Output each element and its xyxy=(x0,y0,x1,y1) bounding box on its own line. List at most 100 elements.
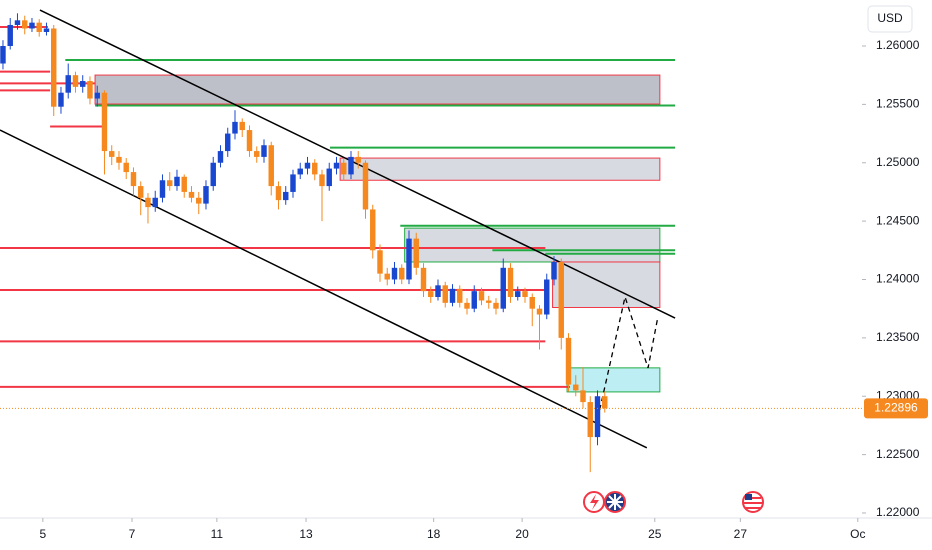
y-tick-label: 1.22500 xyxy=(876,447,920,461)
candle-body xyxy=(174,176,180,187)
candle-body xyxy=(544,279,550,315)
candle-body xyxy=(116,156,122,163)
candle-body xyxy=(312,162,318,175)
candle-body xyxy=(203,186,209,204)
candle-body xyxy=(225,133,231,152)
candle-body xyxy=(435,285,441,298)
candle-body xyxy=(65,75,71,93)
candle-body xyxy=(254,151,260,157)
candle-body xyxy=(326,168,332,187)
candle-body xyxy=(87,81,93,99)
candle-body xyxy=(558,261,564,338)
candle-body xyxy=(362,162,369,210)
x-tick-label: 27 xyxy=(734,527,748,541)
candle-body xyxy=(594,396,601,438)
candle-body xyxy=(297,168,303,175)
x-tick-label: 20 xyxy=(515,527,529,541)
candle-body xyxy=(0,45,6,64)
candle-body xyxy=(529,297,535,309)
currency-button[interactable] xyxy=(867,5,913,33)
candle-body xyxy=(145,197,151,208)
lightning xyxy=(590,494,599,510)
x-tick-label: 11 xyxy=(211,527,224,541)
candle-body xyxy=(580,390,586,403)
candle-body xyxy=(159,180,166,198)
candle-body xyxy=(152,197,158,208)
candle-body xyxy=(355,156,361,163)
candle-body xyxy=(167,180,173,187)
x-tick-label: 5 xyxy=(40,527,47,541)
candle-body xyxy=(123,162,129,173)
candle-body xyxy=(573,384,579,391)
candle-body xyxy=(507,267,514,298)
candle-body xyxy=(58,92,64,107)
candle-body xyxy=(602,396,608,409)
x-tick-label: 13 xyxy=(299,527,313,541)
event-icons xyxy=(583,491,764,513)
candle-body xyxy=(565,337,572,385)
flag-canton xyxy=(745,494,752,500)
candle-body xyxy=(246,130,253,152)
candle-body xyxy=(188,191,195,198)
x-tick-label: Oc xyxy=(850,527,865,541)
candle-body xyxy=(101,92,108,152)
candle-body xyxy=(551,261,557,280)
candle-body xyxy=(239,121,245,131)
candle-body xyxy=(428,291,434,298)
candle-body xyxy=(391,267,398,280)
candle-body xyxy=(399,267,405,280)
candle-body xyxy=(515,291,521,298)
candle-body xyxy=(377,250,383,274)
candle-body xyxy=(109,151,115,157)
candle-body xyxy=(457,288,463,303)
x-tick-label: 7 xyxy=(129,527,136,541)
candle-body xyxy=(304,162,311,169)
candle-body xyxy=(319,174,325,187)
candle-body xyxy=(384,273,390,280)
candle-body xyxy=(587,402,593,438)
candle-body xyxy=(29,22,35,29)
candle-body xyxy=(130,172,137,187)
y-tick-label: 1.22000 xyxy=(876,505,920,519)
candle-body xyxy=(14,20,21,25)
candle-body xyxy=(500,267,506,309)
candle-body xyxy=(522,291,528,298)
candle-body xyxy=(478,291,485,301)
candle-body xyxy=(7,24,13,46)
candle-body xyxy=(232,121,238,134)
y-tick-label: 1.24000 xyxy=(876,272,920,286)
candle-body xyxy=(51,28,57,107)
zone xyxy=(566,367,661,393)
plot-area xyxy=(0,9,676,473)
y-tick-label: 1.26000 xyxy=(876,38,920,52)
candle-body xyxy=(370,209,376,251)
x-tick-label: 25 xyxy=(648,527,662,541)
candle-body xyxy=(138,186,144,198)
candle-body xyxy=(36,22,42,32)
candle-body xyxy=(471,291,477,309)
candle-body xyxy=(493,302,499,309)
candle-body xyxy=(333,162,340,169)
candle-body xyxy=(181,176,187,192)
candle-body xyxy=(341,162,347,175)
candle-body xyxy=(449,288,456,303)
trendline xyxy=(599,294,659,411)
trendline xyxy=(0,129,648,449)
candle-body xyxy=(72,75,79,87)
candle-body xyxy=(261,145,267,157)
candle-body xyxy=(464,302,470,309)
candle-body xyxy=(210,162,216,187)
price-badge-label: 1.22896 xyxy=(874,401,918,415)
candle-body xyxy=(348,156,354,175)
candle-body xyxy=(80,81,86,87)
candle-body xyxy=(486,300,492,303)
zone xyxy=(94,74,661,105)
candle-body xyxy=(43,28,50,32)
candle-body xyxy=(283,191,289,201)
candle-body xyxy=(22,20,28,29)
zone xyxy=(404,227,661,263)
candle-body xyxy=(420,267,427,292)
candle-body xyxy=(217,151,224,163)
currency[interactable]: USD xyxy=(877,11,903,25)
